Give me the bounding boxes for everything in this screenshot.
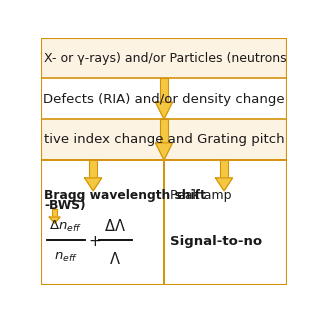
Bar (89, 160, 97, 178)
Bar (220, 160, 228, 178)
Text: $+$: $+$ (88, 234, 101, 249)
Bar (160, 78, 168, 102)
Text: $n_{eff}$: $n_{eff}$ (53, 251, 77, 264)
Bar (41, 160, 164, 285)
Text: X- or γ-rays) and/or Particles (neutrons,: X- or γ-rays) and/or Particles (neutrons… (44, 52, 291, 65)
Polygon shape (85, 178, 102, 191)
Bar (52, 209, 57, 217)
Text: Signal-to-no: Signal-to-no (170, 235, 262, 248)
Text: tive index change and Grating pitch vari: tive index change and Grating pitch vari (44, 133, 314, 146)
Polygon shape (156, 102, 172, 119)
Polygon shape (216, 178, 233, 191)
Polygon shape (156, 143, 172, 160)
Polygon shape (49, 217, 60, 223)
Text: $\Delta\Lambda$: $\Delta\Lambda$ (104, 218, 126, 234)
Bar (160, 119, 168, 143)
Text: Peak amp: Peak amp (170, 189, 232, 202)
Text: Defects (RIA) and/or density change: Defects (RIA) and/or density change (43, 93, 285, 106)
Bar (41, 160, 287, 285)
Text: Bragg wavelength shift: Bragg wavelength shift (44, 189, 206, 202)
Text: -BWS): -BWS) (44, 199, 85, 212)
Bar (41, 38, 287, 78)
Bar (41, 78, 287, 119)
Bar (164, 160, 287, 285)
Text: $\Delta n_{eff}$: $\Delta n_{eff}$ (49, 219, 82, 234)
Bar (41, 119, 287, 160)
Text: $\Lambda$: $\Lambda$ (109, 251, 121, 267)
